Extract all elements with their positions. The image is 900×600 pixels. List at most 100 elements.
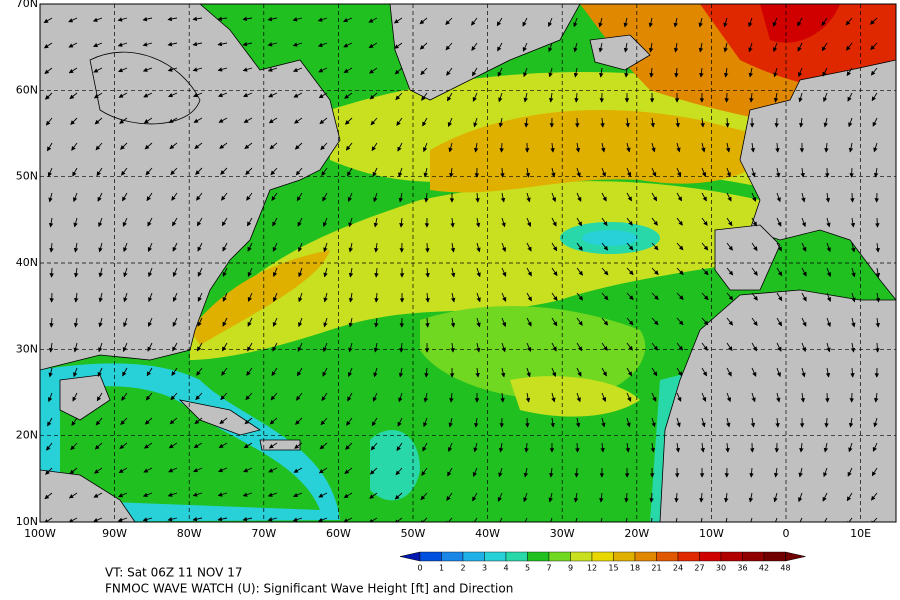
wave-arrow [826, 242, 831, 253]
wave-arrow [47, 392, 53, 403]
wave-arrow [448, 417, 453, 428]
wave-arrow [196, 217, 203, 227]
wave-arrow [599, 67, 604, 78]
wave-arrow [98, 292, 103, 303]
wave-arrow [420, 492, 428, 501]
colorbar-segment [505, 551, 528, 562]
colorbar-segment [527, 551, 550, 562]
wave-arrow [445, 17, 453, 26]
wave-arrow [295, 417, 303, 425]
wave-arrow [651, 367, 658, 377]
wave-arrow [501, 242, 507, 253]
wave-arrow [167, 517, 178, 522]
wave-arrow [523, 467, 529, 478]
wave-arrow [172, 267, 178, 277]
wave-arrow [247, 317, 253, 327]
wave-arrow [420, 67, 428, 76]
wave-arrow [472, 492, 478, 502]
lon-label: 70W [251, 527, 276, 540]
wave-arrow [822, 67, 828, 77]
wave-arrow [548, 92, 554, 103]
wave-arrow [551, 292, 558, 302]
wave-arrow [170, 392, 178, 401]
wave-arrow [525, 167, 531, 178]
wave-arrow [370, 442, 378, 451]
wave-arrow [394, 492, 403, 500]
wave-arrow [651, 342, 658, 351]
wave-arrow [195, 167, 203, 175]
wave-arrow [348, 267, 354, 278]
wave-arrow [776, 317, 782, 327]
wave-arrow [193, 467, 203, 473]
wave-arrow [676, 367, 683, 377]
wave-arrow [268, 92, 278, 98]
colorbar-label: 3 [482, 564, 487, 573]
lat-label: 60N [16, 83, 38, 96]
wave-arrow [749, 92, 754, 103]
wave-arrow [598, 17, 603, 28]
wave-arrow [799, 442, 804, 453]
wave-arrow [573, 17, 578, 28]
wave-arrow [500, 392, 505, 403]
wave-arrow [651, 317, 659, 326]
wave-arrow [168, 467, 178, 473]
wave-arrow [472, 467, 478, 477]
wave-arrow [48, 342, 54, 353]
wave-arrow [343, 42, 353, 48]
colorbar-segment [548, 551, 571, 562]
wave-arrow [801, 192, 806, 203]
zone-yellow [510, 376, 640, 417]
wave-arrow [726, 242, 733, 251]
wave-arrow [347, 192, 353, 202]
wave-arrow [875, 342, 880, 353]
wave-arrow [776, 392, 781, 403]
wave-arrow [651, 267, 659, 276]
wave-arrow [48, 217, 54, 228]
colorbar-label: 15 [608, 564, 618, 573]
wave-arrow [576, 267, 583, 276]
wave-arrow [419, 17, 428, 25]
wave-arrow [343, 492, 353, 499]
wave-arrow [272, 217, 278, 227]
wave-arrow [750, 417, 756, 428]
wave-arrow [651, 167, 657, 177]
wave-arrow [650, 517, 653, 522]
wave-arrow [872, 117, 878, 127]
wave-arrow [776, 342, 782, 352]
wave-arrow [775, 517, 778, 522]
wave-arrow [676, 242, 684, 251]
wave-arrow [68, 492, 78, 499]
wave-arrow [500, 167, 505, 178]
wave-arrow [171, 367, 178, 376]
wave-arrow [526, 267, 532, 277]
wave-arrow [523, 92, 528, 103]
wave-arrow [192, 41, 203, 47]
wave-arrow [626, 417, 631, 428]
wave-arrow [219, 142, 228, 149]
wave-arrow [701, 292, 709, 301]
wave-arrow [117, 17, 128, 22]
north-america [40, 4, 341, 371]
wave-arrow [723, 42, 728, 53]
wave-arrow [217, 67, 228, 72]
wave-arrow [398, 392, 403, 403]
colorbar-label: 1 [439, 564, 444, 573]
wave-arrow [348, 342, 353, 353]
wave-arrow [221, 217, 228, 227]
wave-arrow [447, 92, 453, 102]
wave-arrow [576, 192, 582, 202]
wave-arrow [725, 117, 730, 128]
wave-arrow [243, 117, 253, 123]
wave-arrow [748, 42, 753, 53]
wave-arrow [800, 392, 806, 403]
wave-arrow [501, 217, 506, 228]
wave-arrow [701, 142, 706, 153]
wave-arrow [700, 517, 703, 522]
wave-arrow [43, 517, 53, 522]
wave-arrow [576, 167, 581, 178]
wave-arrow [846, 67, 853, 77]
wave-arrow [393, 17, 403, 24]
colorbar-label: 42 [759, 564, 769, 573]
wave-arrow [776, 292, 783, 302]
